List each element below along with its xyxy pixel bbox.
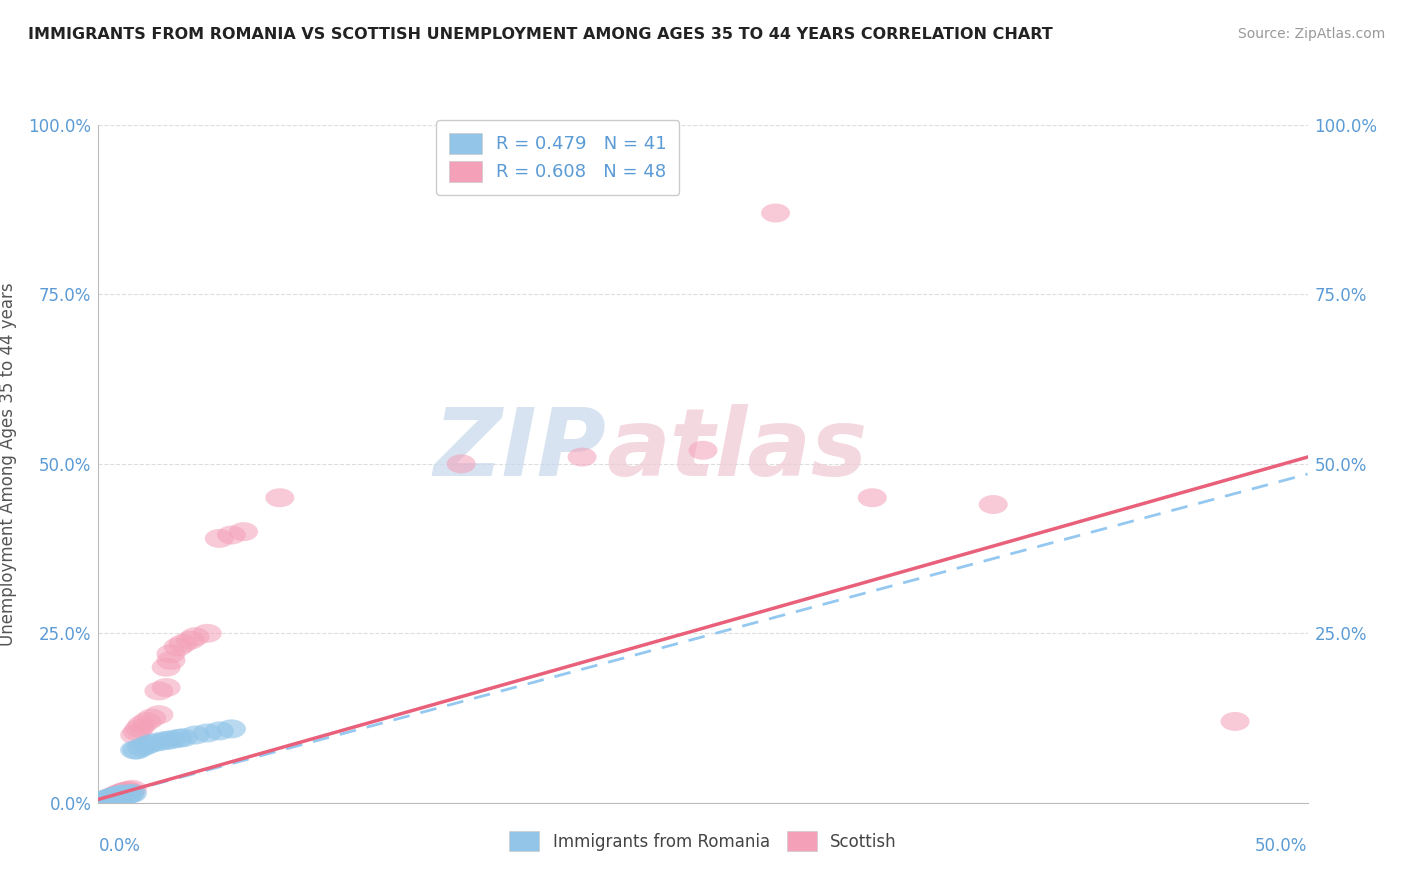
Ellipse shape [118,784,146,803]
Ellipse shape [152,731,180,750]
Ellipse shape [96,788,125,807]
Ellipse shape [125,719,155,738]
Ellipse shape [979,495,1008,514]
Ellipse shape [156,644,186,663]
Ellipse shape [96,789,125,807]
Ellipse shape [91,790,120,809]
Ellipse shape [193,624,222,643]
Legend: Immigrants from Romania, Scottish: Immigrants from Romania, Scottish [498,820,908,863]
Ellipse shape [98,789,128,808]
Y-axis label: Unemployment Among Ages 35 to 44 years: Unemployment Among Ages 35 to 44 years [0,282,17,646]
Ellipse shape [132,736,162,755]
Ellipse shape [163,729,193,747]
Ellipse shape [101,789,129,807]
Ellipse shape [1220,712,1250,731]
Ellipse shape [229,522,259,541]
Ellipse shape [101,787,129,805]
Ellipse shape [108,787,138,805]
Text: ZIP: ZIP [433,404,606,496]
Ellipse shape [118,780,146,798]
Ellipse shape [152,678,180,697]
Text: IMMIGRANTS FROM ROMANIA VS SCOTTISH UNEMPLOYMENT AMONG AGES 35 TO 44 YEARS CORRE: IMMIGRANTS FROM ROMANIA VS SCOTTISH UNEM… [28,27,1053,42]
Ellipse shape [180,725,209,745]
Ellipse shape [156,731,186,749]
Ellipse shape [169,634,198,653]
Ellipse shape [858,488,887,508]
Ellipse shape [128,738,156,756]
Ellipse shape [91,791,120,810]
Ellipse shape [447,454,475,474]
Text: 0.0%: 0.0% [98,837,141,855]
Ellipse shape [103,786,132,805]
Ellipse shape [86,792,115,811]
Ellipse shape [176,631,205,649]
Ellipse shape [112,785,142,805]
Ellipse shape [105,784,135,803]
Ellipse shape [96,790,125,809]
Ellipse shape [89,791,118,810]
Ellipse shape [266,488,294,508]
Ellipse shape [86,792,115,811]
Ellipse shape [91,790,120,810]
Ellipse shape [101,786,129,805]
Ellipse shape [94,790,122,810]
Text: 50.0%: 50.0% [1256,837,1308,855]
Ellipse shape [122,723,152,741]
Ellipse shape [689,441,717,459]
Ellipse shape [105,785,135,805]
Ellipse shape [138,708,166,728]
Ellipse shape [103,784,132,804]
Ellipse shape [145,706,173,724]
Ellipse shape [105,788,135,806]
Text: Source: ZipAtlas.com: Source: ZipAtlas.com [1237,27,1385,41]
Ellipse shape [163,638,193,657]
Ellipse shape [115,781,145,800]
Ellipse shape [96,789,125,807]
Ellipse shape [132,712,162,731]
Text: atlas: atlas [606,404,868,496]
Ellipse shape [128,715,156,734]
Ellipse shape [169,728,198,747]
Ellipse shape [103,788,132,807]
Ellipse shape [108,783,138,802]
Ellipse shape [145,681,173,700]
Ellipse shape [568,448,596,467]
Ellipse shape [98,788,128,806]
Ellipse shape [138,733,166,753]
Ellipse shape [84,793,112,813]
Ellipse shape [111,781,139,801]
Ellipse shape [84,793,112,813]
Ellipse shape [94,789,122,808]
Ellipse shape [217,720,246,739]
Ellipse shape [193,723,222,742]
Ellipse shape [86,793,115,812]
Ellipse shape [91,790,120,810]
Ellipse shape [217,525,246,544]
Ellipse shape [89,792,118,811]
Ellipse shape [145,732,173,751]
Ellipse shape [152,657,180,677]
Ellipse shape [96,788,125,807]
Ellipse shape [94,789,122,808]
Ellipse shape [120,725,149,745]
Ellipse shape [205,722,233,740]
Ellipse shape [108,784,138,804]
Ellipse shape [98,788,128,807]
Ellipse shape [205,529,233,548]
Ellipse shape [108,782,138,801]
Ellipse shape [101,787,129,805]
Ellipse shape [112,781,142,800]
Ellipse shape [761,203,790,222]
Ellipse shape [91,790,120,809]
Ellipse shape [120,740,149,759]
Ellipse shape [89,791,118,810]
Ellipse shape [122,740,152,759]
Ellipse shape [115,784,145,804]
Ellipse shape [156,651,186,670]
Ellipse shape [103,785,132,805]
Ellipse shape [180,627,209,646]
Ellipse shape [111,786,139,805]
